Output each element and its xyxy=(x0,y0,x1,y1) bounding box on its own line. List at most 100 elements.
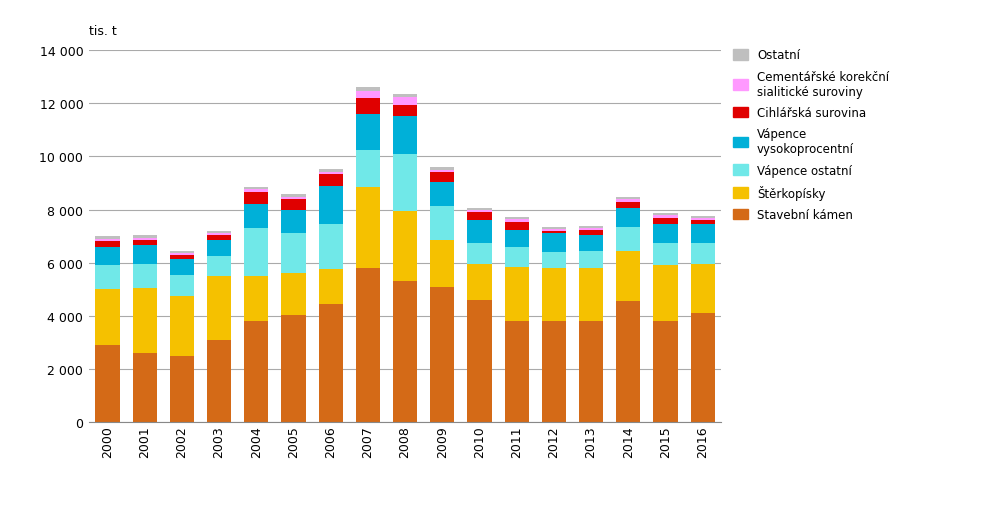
Bar xyxy=(541,269,566,322)
Bar xyxy=(207,232,231,234)
Bar xyxy=(318,186,343,225)
Bar xyxy=(318,170,343,172)
Bar xyxy=(132,236,157,239)
Bar xyxy=(170,296,194,356)
Bar xyxy=(541,229,566,232)
Bar xyxy=(207,235,231,241)
Bar xyxy=(282,195,305,197)
Bar xyxy=(244,229,269,276)
Bar xyxy=(579,322,603,422)
Bar xyxy=(467,243,492,265)
Bar xyxy=(132,239,157,241)
Bar xyxy=(467,265,492,300)
Bar xyxy=(505,218,529,220)
Bar xyxy=(244,322,269,422)
Bar xyxy=(430,173,454,182)
Bar xyxy=(244,205,269,229)
Bar xyxy=(617,209,640,228)
Bar xyxy=(132,289,157,353)
Bar xyxy=(356,92,380,99)
Bar xyxy=(691,219,714,221)
Bar xyxy=(653,214,678,216)
Bar xyxy=(579,269,603,322)
Bar xyxy=(541,232,566,234)
Bar xyxy=(170,259,194,275)
Bar xyxy=(617,302,640,422)
Bar xyxy=(96,237,120,240)
Bar xyxy=(617,200,640,202)
Bar xyxy=(505,230,529,247)
Bar xyxy=(430,241,454,287)
Bar xyxy=(393,95,417,97)
Bar xyxy=(207,241,231,257)
Bar xyxy=(691,243,714,265)
Bar xyxy=(579,228,603,230)
Bar xyxy=(653,225,678,243)
Bar xyxy=(96,266,120,290)
Bar xyxy=(653,218,678,225)
Bar xyxy=(467,221,492,243)
Bar xyxy=(96,346,120,422)
Bar xyxy=(282,274,305,315)
Bar xyxy=(170,253,194,255)
Bar xyxy=(541,322,566,422)
Bar xyxy=(505,322,529,422)
Bar xyxy=(691,216,714,219)
Bar xyxy=(430,168,454,171)
Bar xyxy=(96,240,120,242)
Bar xyxy=(356,115,380,151)
Bar xyxy=(430,182,454,206)
Bar xyxy=(207,340,231,422)
Bar xyxy=(356,99,380,115)
Bar xyxy=(170,251,194,253)
Bar xyxy=(244,193,269,205)
Bar xyxy=(356,151,380,188)
Bar xyxy=(132,246,157,265)
Bar xyxy=(505,267,529,322)
Bar xyxy=(207,257,231,276)
Bar xyxy=(393,282,417,422)
Bar xyxy=(170,255,194,259)
Bar xyxy=(207,276,231,340)
Bar xyxy=(430,206,454,241)
Bar xyxy=(505,222,529,230)
Bar xyxy=(170,275,194,296)
Bar xyxy=(132,353,157,422)
Bar xyxy=(653,322,678,422)
Bar xyxy=(356,188,380,269)
Bar xyxy=(244,276,269,322)
Bar xyxy=(691,221,714,225)
Bar xyxy=(541,234,566,252)
Text: tis. t: tis. t xyxy=(89,24,117,38)
Bar xyxy=(393,117,417,154)
Bar xyxy=(617,251,640,302)
Bar xyxy=(96,242,120,247)
Bar xyxy=(318,225,343,270)
Bar xyxy=(430,287,454,422)
Bar xyxy=(170,356,194,422)
Bar xyxy=(318,270,343,304)
Bar xyxy=(282,197,305,200)
Bar xyxy=(244,190,269,193)
Bar xyxy=(691,314,714,422)
Bar xyxy=(541,252,566,269)
Bar xyxy=(207,234,231,235)
Bar xyxy=(617,198,640,200)
Bar xyxy=(393,154,417,211)
Bar xyxy=(356,88,380,92)
Bar xyxy=(282,200,305,210)
Bar xyxy=(282,210,305,234)
Bar xyxy=(579,226,603,228)
Bar xyxy=(579,230,603,235)
Bar xyxy=(617,202,640,209)
Bar xyxy=(430,171,454,173)
Bar xyxy=(653,216,678,218)
Bar xyxy=(393,211,417,282)
Bar xyxy=(467,209,492,211)
Bar xyxy=(393,97,417,105)
Bar xyxy=(505,220,529,222)
Bar xyxy=(653,266,678,322)
Bar xyxy=(244,187,269,190)
Bar xyxy=(691,225,714,243)
Bar xyxy=(318,174,343,186)
